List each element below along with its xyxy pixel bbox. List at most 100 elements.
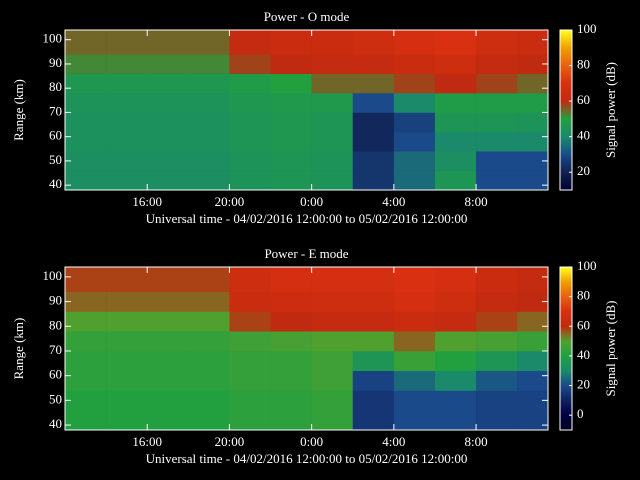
heatmap-cell [476,131,518,152]
heatmap-cell [352,410,395,431]
heatmap-cell [270,93,312,113]
heatmap-cell [434,30,477,55]
y-tick-label: 60 [49,128,62,143]
heatmap-cell [476,311,518,332]
heatmap-cell [188,131,230,152]
heatmap-cell [65,93,107,113]
y-tick-label: 80 [49,79,62,94]
heatmap-cell [517,131,549,152]
heatmap-cell [147,331,189,352]
heatmap-cell [188,370,230,391]
heatmap-cell [65,350,107,372]
heatmap-cell [434,54,477,74]
heatmap-cell [476,30,518,55]
heatmap-cell [229,73,271,94]
heatmap-cell [270,331,312,352]
chart-title: Power - E mode [264,246,348,261]
x-tick-label: 0:00 [300,434,323,449]
plot-frame [64,29,549,191]
heatmap-cell [147,350,189,372]
heatmap-cell [270,131,312,152]
heatmap-cell [270,390,312,411]
heatmap-cell [517,390,549,411]
heatmap-cell [106,291,148,312]
heatmap-cell [517,311,549,332]
y-tick-label: 90 [49,55,62,70]
heatmap-cell [65,151,107,171]
heatmap-cell [270,370,312,391]
colorbar-label: Signal power (dB) [603,300,618,396]
x-axis-label: Universal time - 04/02/2016 12:00:00 to … [146,451,468,466]
heatmap-cell [517,350,549,372]
heatmap-cell [517,93,549,113]
x-tick-label: 8:00 [465,434,488,449]
heatmap-cell [434,73,477,94]
heatmap-cell [434,370,477,391]
heatmap-cell [352,370,395,391]
heatmap-cell [106,370,148,391]
heatmap-cell [65,311,107,332]
heatmap-cell [393,93,436,113]
heatmap-cell [352,331,395,352]
x-tick-label: 4:00 [382,194,405,209]
heatmap-cell [434,331,477,352]
heatmap-cell [517,30,549,55]
heatmap-cell [476,54,518,74]
heatmap-cell [147,267,189,292]
heatmap-cell [106,170,148,191]
heatmap-cell [106,151,148,171]
heatmap-cell [106,267,148,292]
y-tick-label: 100 [43,268,63,283]
heatmap-cell [65,267,107,292]
heatmap-cell [311,350,354,372]
heatmap-cell [65,370,107,391]
heatmap-cell [65,291,107,312]
colorbar-tick-label: 100 [577,21,597,36]
heatmap-cell [65,30,107,55]
heatmap-cell [393,331,436,352]
heatmap-cell [147,370,189,391]
heatmap-cell [65,170,107,191]
heatmap-cell [434,390,477,411]
heatmap-cell [65,331,107,352]
heatmap-cell [188,54,230,74]
heatmap-cell [147,30,189,55]
heatmap-cell [352,267,395,292]
heatmap-cell [311,331,354,352]
heatmap-cell [229,93,271,113]
colorbar [559,266,573,431]
heatmap-cell [229,170,271,191]
heatmap-cell [352,112,395,133]
heatmap-cell [476,267,518,292]
heatmap-cell [393,311,436,332]
heatmap-cell [352,131,395,152]
heatmap-cell [229,267,271,292]
heatmap-cell [434,170,477,191]
colorbar-tick-label: 20 [577,377,590,392]
heatmap-cell [229,390,271,411]
heatmap-cell [147,73,189,94]
heatmap-cell [65,73,107,94]
heatmap-cell [311,410,354,431]
heatmap-cell [311,370,354,391]
heatmap-cell [393,30,436,55]
heatmap-cell [147,54,189,74]
heatmap-cell [106,311,148,332]
heatmap-cell [352,170,395,191]
heatmap-cell [229,30,271,55]
heatmap-cell [476,390,518,411]
heatmap-cell [311,93,354,113]
heatmap-cell [270,350,312,372]
heatmap-cell [352,350,395,372]
heatmap-cell [517,410,549,431]
heatmap-cell [517,170,549,191]
plot-frame [64,266,549,431]
heatmap-cell [147,93,189,113]
heatmap-cell [352,93,395,113]
colorbar-tick-label: 100 [577,258,597,273]
heatmap-cell [311,151,354,171]
heatmap-cell [434,131,477,152]
y-tick-label: 100 [43,31,63,46]
y-tick-label: 50 [49,391,62,406]
